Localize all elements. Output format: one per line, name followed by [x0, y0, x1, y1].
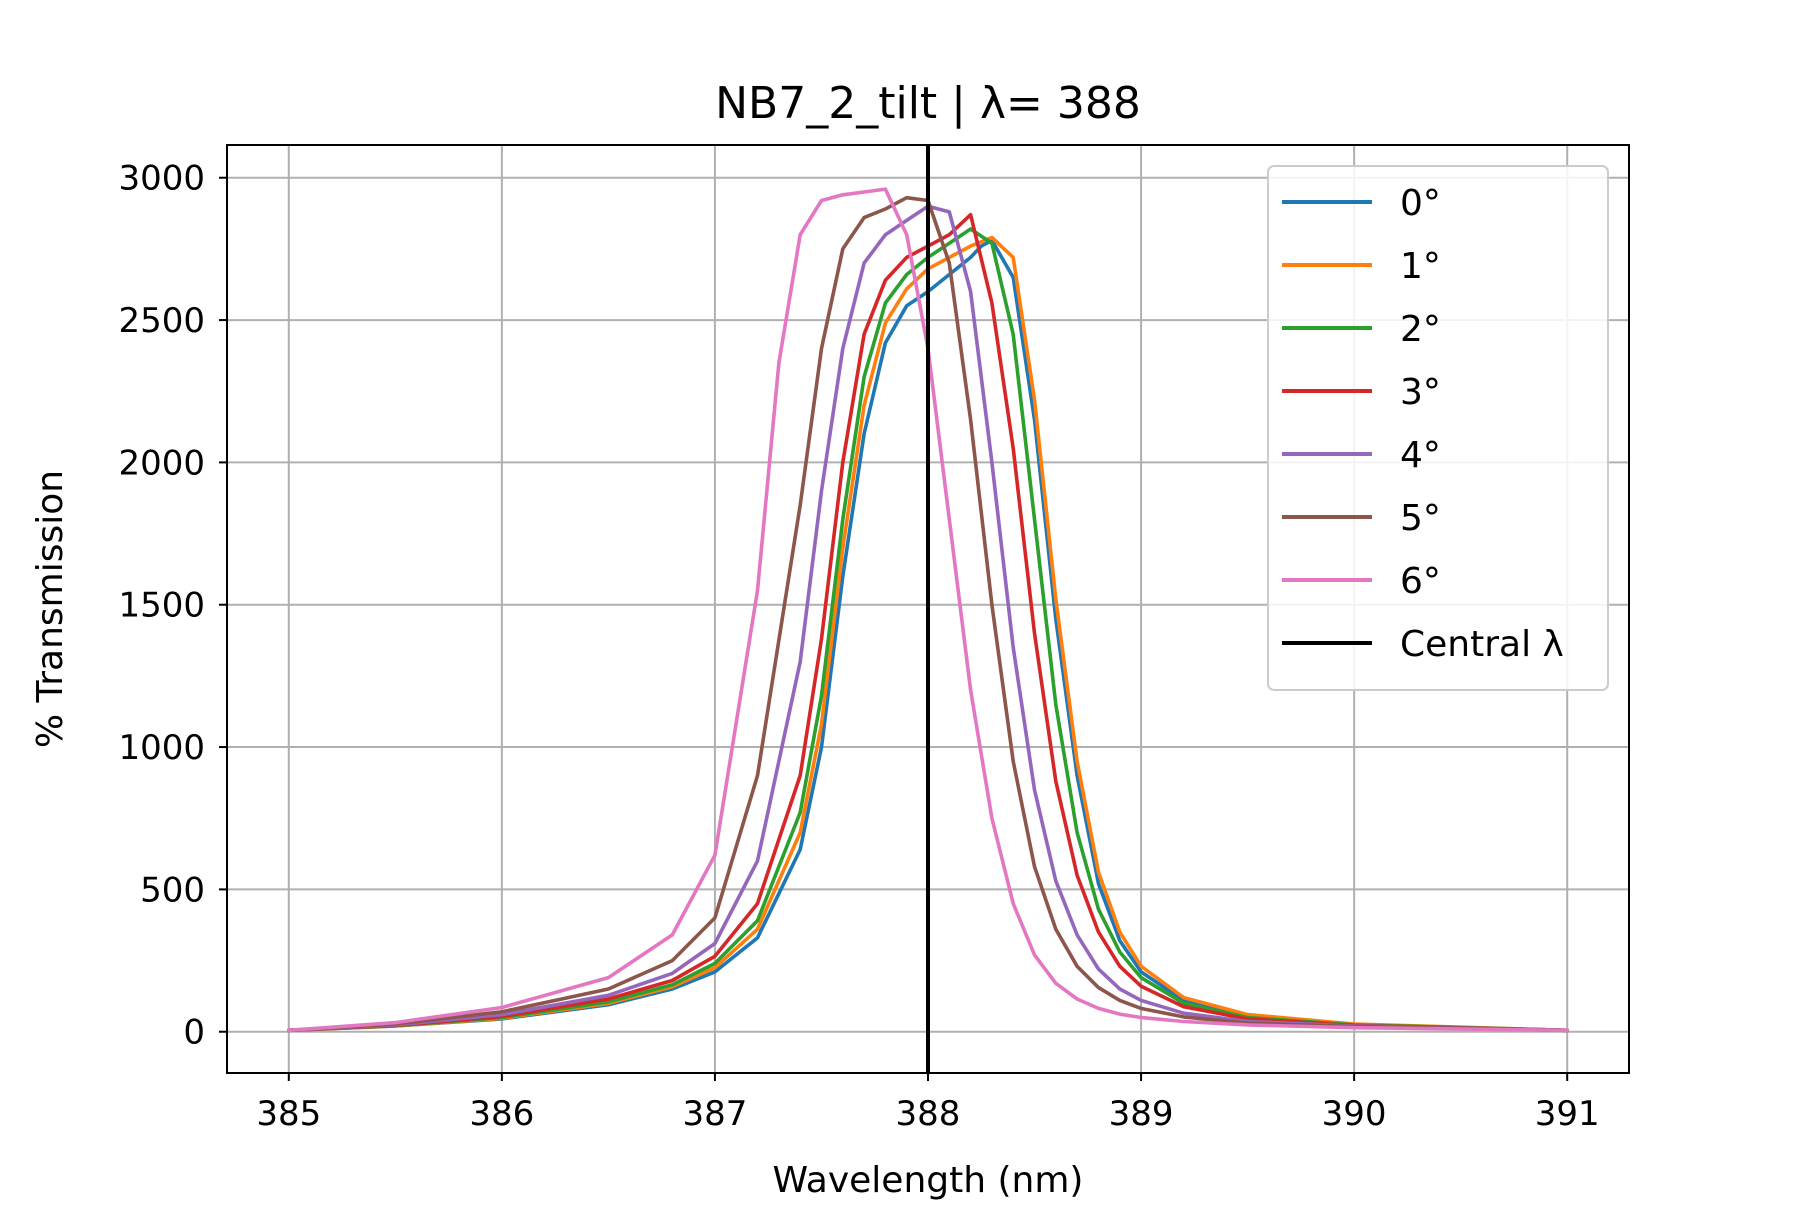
y-tick-label: 2000	[118, 443, 205, 483]
x-tick-label: 386	[469, 1094, 534, 1134]
y-tick-label: 2500	[118, 301, 205, 341]
legend-box	[1267, 165, 1609, 691]
series-line-2	[286, 227, 1569, 1033]
x-tick-label: 391	[1535, 1094, 1600, 1134]
legend-label-0: 0°	[1400, 183, 1441, 224]
legend-label-1: 1°	[1400, 246, 1441, 287]
y-tick-label: 1000	[118, 728, 205, 768]
legend-label-6: 6°	[1400, 561, 1441, 602]
series-line-4	[286, 204, 1569, 1033]
x-tick-label: 390	[1322, 1094, 1387, 1134]
legend: 0° 1° 2° 3° 4° 5° 6° Central λ	[1267, 165, 1609, 691]
y-tick-label: 0	[183, 1013, 205, 1053]
x-axis-label: Wavelength (nm)	[773, 1160, 1084, 1200]
legend-label-3: 3°	[1400, 372, 1441, 413]
x-tick-label: 388	[896, 1094, 961, 1134]
series-line-1	[286, 235, 1569, 1033]
legend-label-4: 4°	[1400, 435, 1441, 476]
legend-label-5: 5°	[1400, 498, 1441, 539]
ticks: 385 386 387 388 389 390 391 0 500 1000 1500 2000 250…	[118, 159, 1599, 1134]
legend-label-2: 2°	[1400, 309, 1441, 350]
y-tick-label: 3000	[118, 159, 205, 199]
series-line-3	[286, 212, 1569, 1033]
x-tick-label: 387	[682, 1094, 747, 1134]
legend-label-7: Central λ	[1400, 624, 1564, 665]
y-tick-label: 1500	[118, 586, 205, 626]
chart-title: NB7_2_tilt | λ= 388	[715, 78, 1141, 129]
x-tick-label: 385	[256, 1094, 321, 1134]
y-tick-label: 500	[140, 870, 205, 910]
y-axis-label: % Transmission	[30, 470, 71, 748]
series-line-5	[286, 195, 1569, 1033]
x-tick-label: 389	[1109, 1094, 1174, 1134]
